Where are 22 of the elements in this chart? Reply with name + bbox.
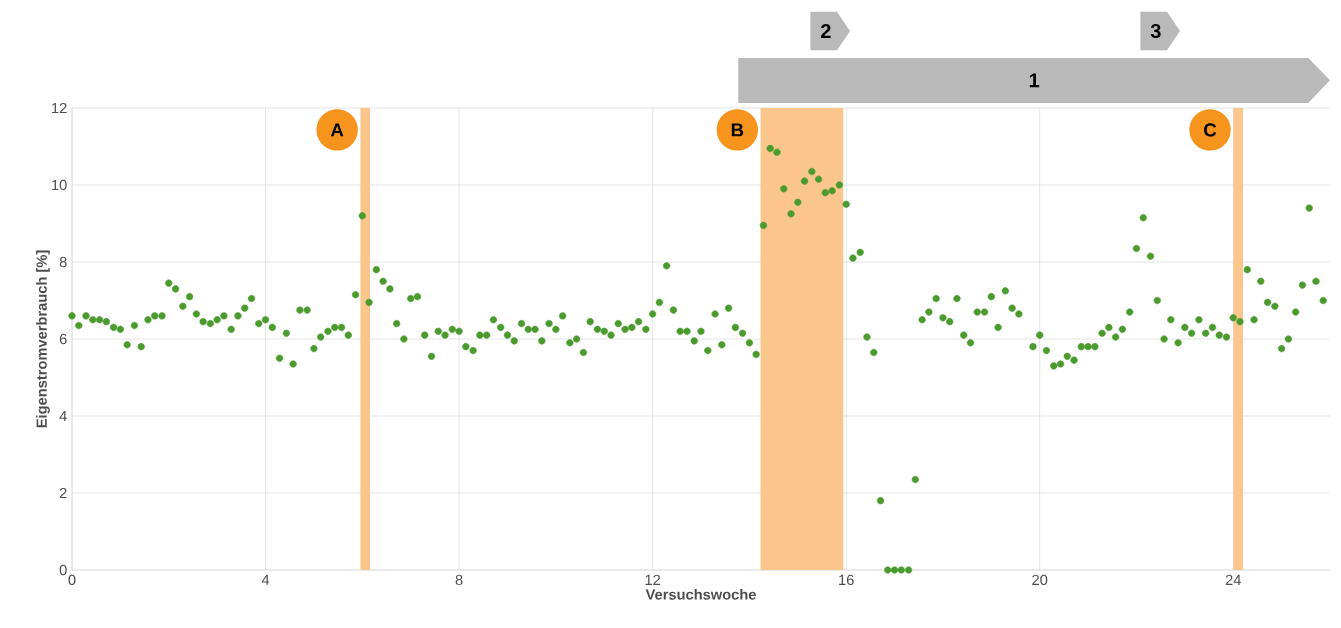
x-tick-label: 20 [1032, 574, 1048, 586]
x-tick-label: 12 [645, 574, 661, 585]
y-tick-label: 4 [59, 410, 67, 422]
y-tick-label: 0 [59, 564, 67, 576]
x-tick-label: 24 [1225, 574, 1241, 585]
text: 2 [820, 24, 831, 38]
text: 3 [1150, 23, 1161, 39]
x-tick-label: 8 [455, 574, 463, 586]
x-tick-label: 4 [261, 574, 270, 585]
y-tick-label: 12 [52, 102, 67, 114]
y-tick-label: 8 [59, 256, 67, 268]
y-tick-label: 2 [59, 487, 67, 499]
y-axis-title: Eigenstromverbrauch [%] [36, 250, 50, 428]
band-label: C [1204, 123, 1217, 137]
band-label: A [330, 123, 344, 137]
y-tick-label: 6 [59, 333, 67, 345]
x-tick-label: 16 [839, 574, 854, 586]
x-axis-title: Versuchswoche [645, 588, 756, 600]
y-tick-label: 10 [52, 179, 67, 191]
band-label: B [731, 123, 744, 137]
x-tick-label: 0 [68, 574, 76, 586]
text: 1 [1029, 73, 1040, 88]
